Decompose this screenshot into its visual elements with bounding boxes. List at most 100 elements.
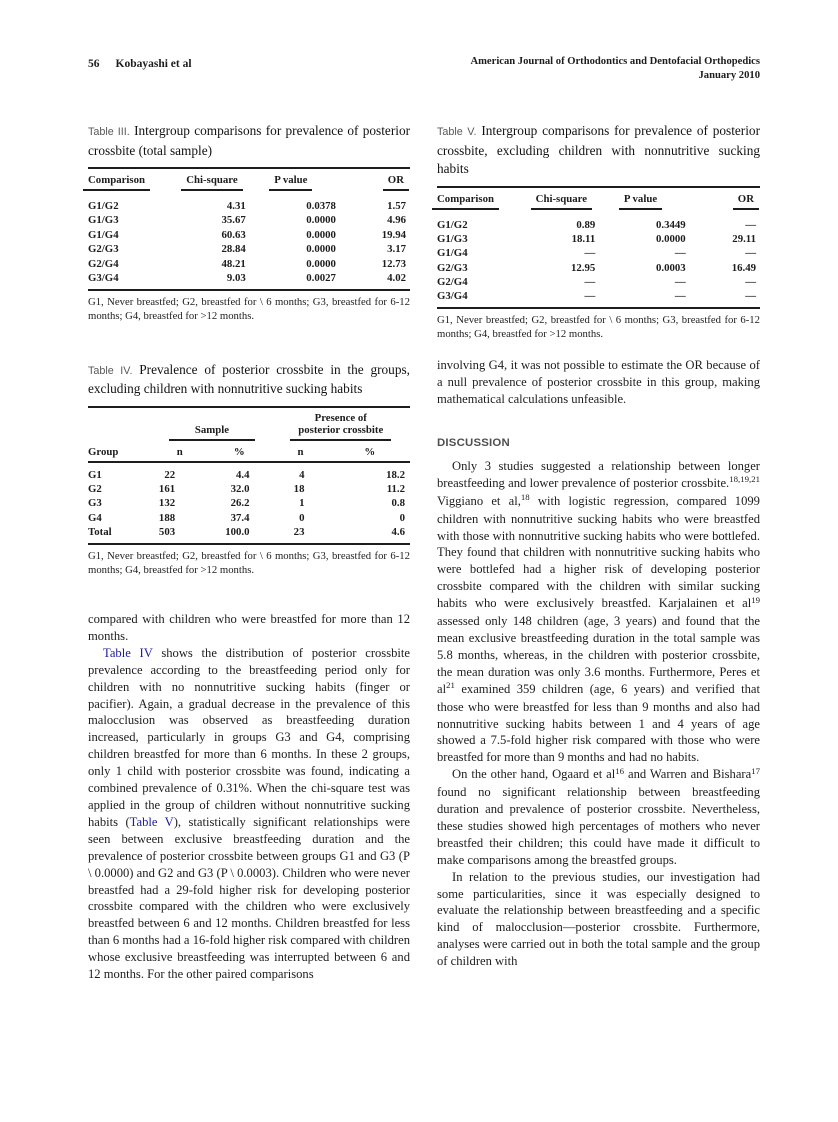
discussion-heading: DISCUSSION xyxy=(437,436,510,449)
column-header: OR xyxy=(686,187,760,213)
issue-date: January 2010 xyxy=(698,69,760,81)
table-cell: G1 xyxy=(88,468,102,481)
paragraph: involving G4, it was not possible to est… xyxy=(437,358,760,406)
table-cell: 26.2 xyxy=(230,497,250,510)
column-header: Chi-square xyxy=(527,187,595,213)
table-row: G2/G3 12.95 0.0003 16.49 xyxy=(437,260,760,274)
table-cell: 100.0 xyxy=(225,526,250,539)
table-cell: 0.0000 xyxy=(656,232,686,245)
table-cell: 1 xyxy=(299,497,305,510)
paragraph: On the other hand, Ogaard et al16 and Wa… xyxy=(437,765,760,867)
table-row: G4 188 37.4 0 0 xyxy=(88,511,410,525)
table-cell: 4.31 xyxy=(226,200,246,212)
table-row: G3/G4 9.03 0.0027 4.02 xyxy=(88,271,410,290)
running-head-left: 56 Kobayashi et al xyxy=(88,58,192,70)
table-cell: — xyxy=(745,218,756,231)
table-cell: 3.17 xyxy=(387,243,406,256)
table-cell: 503 xyxy=(158,526,176,539)
table-cell: G3/G4 xyxy=(88,271,119,284)
table-cell: G2/G4 xyxy=(88,257,119,270)
table-cell: 0.0027 xyxy=(306,271,336,284)
table-cell: 4 xyxy=(299,468,305,481)
table-row: G2 161 32.0 18 11.2 xyxy=(88,482,410,496)
table-cell: 28.84 xyxy=(221,243,246,256)
table-cell: 161 xyxy=(158,483,176,496)
table-cell: — xyxy=(584,276,596,288)
table-row: G1/G4 60.63 0.0000 19.94 xyxy=(88,228,410,242)
table4-caption: Table IV. Prevalence of posterior crossb… xyxy=(88,361,410,399)
table3: Comparison Chi-square P value OR G1/G2 4.… xyxy=(83,167,410,291)
table4-spanner-row: Sample Presence of posterior crossbite xyxy=(88,407,410,444)
table-cell: G2/G3 xyxy=(88,243,119,256)
table3-header-row: Comparison Chi-square P value OR xyxy=(83,168,410,194)
table-cell: 0.0003 xyxy=(656,261,686,274)
table-cell: 18.11 xyxy=(571,232,596,245)
table-row: G1/G3 18.11 0.0000 29.11 xyxy=(437,232,760,246)
table-row: G1/G2 4.31 0.0378 1.57 xyxy=(88,194,410,213)
table-cell: G2 xyxy=(88,483,102,496)
table-cell: — xyxy=(674,290,686,303)
table-cell: 37.4 xyxy=(230,511,250,524)
table-cell: 0.89 xyxy=(576,218,596,231)
table-cell: 0 xyxy=(299,511,305,524)
table-row: Total 503 100.0 23 4.6 xyxy=(88,525,410,544)
spacer-cell xyxy=(88,407,152,444)
table-cell: 18 xyxy=(293,483,305,496)
citation-ref[interactable]: 19 xyxy=(751,594,760,605)
table-cell: G1/G2 xyxy=(437,218,468,231)
table-row: G3 132 26.2 1 0.8 xyxy=(88,496,410,510)
right-body-text: involving G4, it was not possible to est… xyxy=(437,357,760,970)
table-cell: 9.03 xyxy=(226,271,246,284)
table-cell: 0.0000 xyxy=(306,228,336,241)
table-cell: 132 xyxy=(158,497,176,510)
table5-crossref-link[interactable]: Table V xyxy=(129,814,174,829)
citation-ref[interactable]: 18 xyxy=(520,492,530,503)
table-row: G1/G4 — — — xyxy=(437,246,760,260)
column-header: % xyxy=(207,443,272,463)
citation-ref[interactable]: 16 xyxy=(615,765,625,776)
table-cell: G1/G2 xyxy=(88,200,119,212)
table-cell: 18.2 xyxy=(386,468,405,481)
citation-ref[interactable]: 17 xyxy=(751,765,760,776)
table-cell: G3/G4 xyxy=(437,290,468,303)
table5-caption: Table V. Intergroup comparisons for prev… xyxy=(437,122,760,179)
paragraph: compared with children who were breastfe… xyxy=(88,612,410,643)
column-header: P value xyxy=(246,168,336,194)
table-cell: 23 xyxy=(293,526,305,539)
citation-ref[interactable]: 21 xyxy=(446,680,455,691)
table-row: G1/G3 35.67 0.0000 4.96 xyxy=(88,213,410,227)
page-number: 56 xyxy=(88,58,100,70)
table-cell: — xyxy=(745,247,756,260)
table-cell: Total xyxy=(88,526,112,539)
right-column: Table V. Intergroup comparisons for prev… xyxy=(432,122,760,970)
column-header: n xyxy=(271,443,330,463)
table-cell: G2/G3 xyxy=(437,261,468,274)
paragraph: In relation to the previous studies, our… xyxy=(437,869,760,969)
table-cell: 1.57 xyxy=(387,200,406,212)
table3-footnote: G1, Never breastfed; G2, breastfed for \… xyxy=(88,295,410,322)
table-cell: G2/G4 xyxy=(437,276,468,288)
table-cell: — xyxy=(584,247,596,260)
table-cell: 0.0000 xyxy=(306,257,336,270)
table-cell: 48.21 xyxy=(221,257,246,270)
table-row: G2/G4 48.21 0.0000 12.73 xyxy=(88,256,410,270)
table-cell: 19.94 xyxy=(381,228,406,241)
table5-footnote: G1, Never breastfed; G2, breastfed for \… xyxy=(437,314,760,341)
table5-header-row: Comparison Chi-square P value OR xyxy=(432,187,760,213)
table-cell: G1/G4 xyxy=(437,247,468,260)
column-header: OR xyxy=(336,168,410,194)
paragraph: Only 3 studies suggested a relationship … xyxy=(437,458,760,765)
table-cell: — xyxy=(745,290,756,303)
citation-ref[interactable]: 18,19,21 xyxy=(729,474,760,485)
table-cell: 12.95 xyxy=(570,261,596,274)
column-group-header: Presence of posterior crossbite xyxy=(272,407,410,444)
table-cell: 0.8 xyxy=(391,497,406,510)
table-row: G2/G3 28.84 0.0000 3.17 xyxy=(88,242,410,256)
table-cell: — xyxy=(745,276,756,288)
table-cell: 11.2 xyxy=(386,483,405,496)
table4-header-row: Group n % n % xyxy=(88,443,410,463)
table-cell: 60.63 xyxy=(221,228,246,241)
column-header: Comparison xyxy=(83,168,178,194)
table4-crossref-link[interactable]: Table IV xyxy=(103,645,153,660)
table-cell: G4 xyxy=(88,511,102,524)
